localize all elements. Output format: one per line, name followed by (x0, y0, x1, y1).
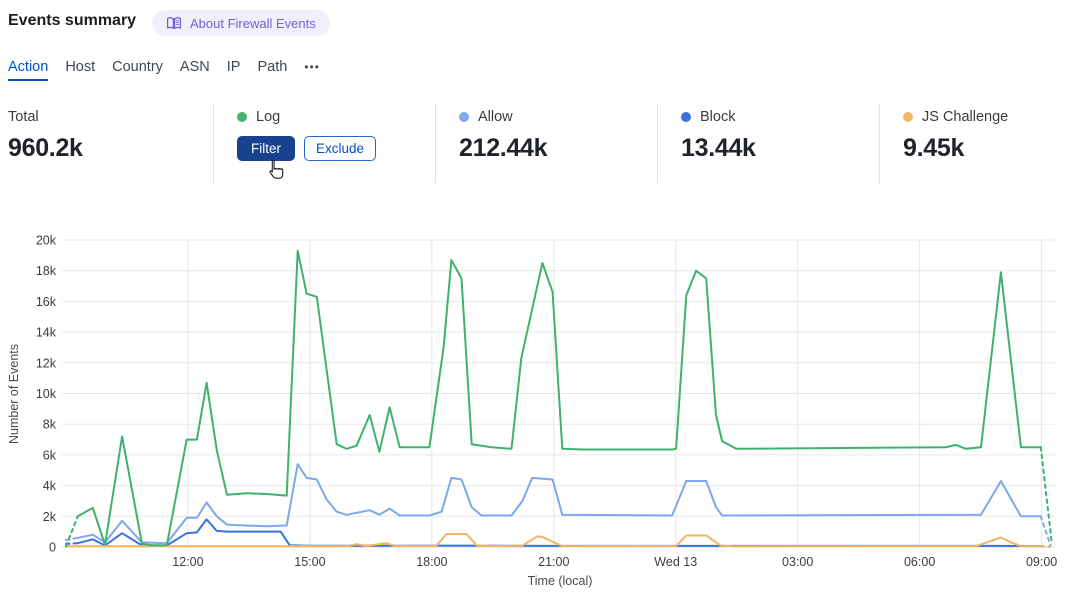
tab-path[interactable]: Path (257, 59, 288, 75)
svg-text:09:00: 09:00 (1026, 555, 1057, 569)
svg-text:15:00: 15:00 (294, 555, 325, 569)
svg-text:Wed 13: Wed 13 (654, 555, 697, 569)
svg-text:21:00: 21:00 (538, 555, 569, 569)
stat-total-label: Total (8, 109, 39, 125)
svg-text:16k: 16k (36, 295, 57, 309)
page-title: Events summary (8, 12, 137, 29)
tab-country[interactable]: Country (112, 59, 163, 75)
stat-js-challenge: JS Challenge 9.45k (903, 109, 1008, 163)
ellipsis-icon[interactable]: ••• (304, 60, 320, 74)
divider (657, 103, 658, 183)
svg-text:4k: 4k (43, 479, 57, 493)
svg-text:14k: 14k (36, 326, 57, 340)
divider (435, 103, 436, 183)
tab-asn[interactable]: ASN (179, 59, 210, 75)
svg-text:20k: 20k (36, 234, 57, 248)
svg-text:06:00: 06:00 (904, 555, 935, 569)
svg-text:6k: 6k (43, 448, 57, 462)
divider (879, 103, 880, 183)
svg-text:03:00: 03:00 (782, 555, 813, 569)
tab-action[interactable]: Action (8, 59, 49, 81)
svg-text:18k: 18k (36, 264, 57, 278)
stat-log: Log Filter Exclude (237, 109, 377, 161)
stat-allow-value: 212.44k (459, 134, 548, 162)
exclude-button[interactable]: Exclude (304, 136, 377, 161)
tab-host[interactable]: Host (65, 59, 96, 75)
svg-text:Time (local): Time (local) (528, 574, 593, 588)
stat-allow: Allow 212.44k (459, 109, 548, 163)
filter-button[interactable]: Filter (237, 136, 295, 161)
stat-total: Total 960.2k (8, 109, 83, 163)
about-firewall-events-badge[interactable]: About Firewall Events (152, 10, 330, 36)
block-dot (681, 112, 691, 122)
svg-text:12:00: 12:00 (172, 555, 203, 569)
stat-block-value: 13.44k (681, 134, 756, 162)
events-time-series-chart[interactable]: 0 2k 4k 6k 8k 10k 12k 14k 16k 18k 20k 12:00 15:00 18:… (0, 232, 1068, 598)
svg-text:12k: 12k (36, 356, 57, 370)
stat-allow-label: Allow (478, 109, 513, 125)
stat-js-challenge-value: 9.45k (903, 134, 965, 162)
dimension-tabs: Action Host Country ASN IP Path ••• (8, 59, 320, 81)
log-dot (237, 112, 247, 122)
js-challenge-dot (903, 112, 913, 122)
tab-ip[interactable]: IP (226, 59, 241, 75)
svg-text:18:00: 18:00 (416, 555, 447, 569)
svg-text:10k: 10k (36, 387, 57, 401)
stat-js-challenge-label: JS Challenge (922, 109, 1009, 125)
open-book-icon (166, 16, 182, 29)
divider (213, 103, 214, 183)
stat-total-value: 960.2k (8, 134, 83, 162)
about-badge-label: About Firewall Events (190, 15, 316, 31)
svg-text:2k: 2k (43, 510, 57, 524)
svg-text:0: 0 (49, 541, 56, 555)
allow-dot (459, 112, 469, 122)
stat-block: Block 13.44k (681, 109, 756, 163)
stat-block-label: Block (700, 109, 736, 125)
stats-row: Total 960.2k Log Filter Exclude Allow 21… (0, 103, 1068, 185)
stat-log-label: Log (256, 109, 281, 125)
svg-text:8k: 8k (43, 418, 57, 432)
svg-text:Number of Events: Number of Events (7, 344, 21, 444)
